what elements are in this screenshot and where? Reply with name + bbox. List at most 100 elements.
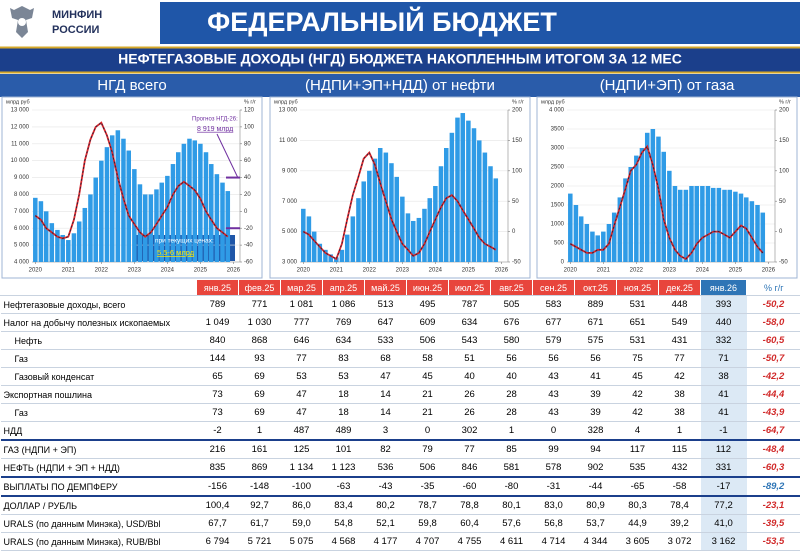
cell: 77	[658, 349, 701, 368]
annotation: 8 919 млрд	[197, 126, 233, 133]
table-row: НЕФТЬ (НДПИ + ЭП + НДД) 835 869 1 134 1 123 5…	[0, 458, 800, 478]
cell: 47	[280, 385, 323, 404]
cell: -89,2	[746, 477, 800, 497]
bar	[644, 132, 650, 262]
bar	[590, 231, 595, 262]
cell: 77	[448, 440, 491, 459]
y2-tick-label: 60	[244, 158, 251, 164]
cell: 100,4	[196, 496, 239, 515]
bar	[460, 113, 466, 262]
bar	[137, 184, 143, 262]
y-tick-label: 5 000	[282, 229, 298, 235]
y2-tick-label: 120	[244, 108, 255, 114]
cell: 77,2	[700, 496, 747, 515]
cell: -23,1	[746, 496, 800, 515]
cell: 533	[364, 331, 407, 350]
y-tick-label: 2000	[551, 184, 565, 190]
cell: 82	[364, 440, 407, 459]
bar	[317, 243, 323, 262]
bar	[33, 197, 38, 262]
y-tick-label: 1500	[551, 203, 565, 209]
cell: 846	[448, 458, 491, 478]
cell: 332	[700, 331, 747, 350]
bar	[683, 189, 689, 262]
bar	[339, 249, 345, 262]
bar	[154, 189, 159, 262]
bar	[367, 170, 372, 262]
x-tick-label: 2025	[729, 268, 743, 274]
cell: 14	[364, 403, 407, 422]
row-label: ВЫПЛАТЫ ПО ДЕМПФЕРУ	[0, 477, 197, 497]
cell: 646	[280, 331, 323, 350]
y2-tick-label: 150	[512, 138, 523, 144]
bar	[372, 158, 378, 262]
cell: -50,7	[746, 349, 800, 368]
cell: 513	[364, 295, 407, 314]
y2-tick-label: 40	[244, 175, 251, 181]
cell: 495	[406, 295, 449, 314]
cell: 769	[322, 313, 365, 332]
bar	[60, 234, 65, 262]
y2-tick-label: 50	[512, 199, 519, 205]
bar	[142, 194, 148, 262]
bar	[109, 135, 115, 262]
cell: 53	[322, 367, 365, 386]
bar	[738, 193, 744, 262]
cell: 3 605	[616, 532, 659, 551]
cell: 71	[700, 349, 747, 368]
cell: 3 072	[658, 532, 701, 551]
y-tick-label: 2500	[551, 165, 565, 171]
cell: 489	[322, 421, 365, 441]
y-tick-label: 4 000	[549, 108, 565, 114]
row-label: URALS (по данным Минэка), RUB/Bbl	[0, 532, 197, 551]
x-tick-label: 2026	[495, 268, 509, 274]
cell: 144	[196, 349, 239, 368]
x-tick-label: 2020	[29, 268, 43, 274]
cell: 43	[532, 367, 575, 386]
cell: 53,7	[574, 514, 617, 533]
x-tick-label: 2022	[363, 268, 377, 274]
bar	[344, 234, 350, 262]
bar	[493, 178, 499, 262]
y-tick-label: 4 000	[14, 260, 30, 266]
bar	[733, 191, 738, 262]
table-row: URALS (по данным Минэка), USD/Bbl 67,7 61,…	[0, 514, 800, 533]
bar	[49, 223, 55, 262]
cell: 43	[532, 385, 575, 404]
table-row: Налог на добычу полезных ископаемых 1 049…	[0, 313, 800, 332]
cell: 575	[574, 331, 617, 350]
y-axis-label: млрд руб	[6, 99, 30, 105]
y-tick-label: 3 000	[282, 260, 298, 266]
cell: 80,1	[490, 496, 533, 515]
cell: -35	[406, 477, 449, 497]
cell: 38	[658, 403, 701, 422]
cell: -156	[196, 477, 239, 497]
chart-title: (НДПИ+ЭП+НДД) от нефти	[305, 77, 495, 94]
y2-tick-label: 20	[244, 192, 251, 198]
cell: 80,2	[364, 496, 407, 515]
bar	[438, 166, 444, 262]
cell: -80	[490, 477, 533, 497]
line	[569, 144, 764, 261]
cell: 1	[490, 421, 533, 441]
cell: 440	[700, 313, 747, 332]
cell: 80,9	[574, 496, 617, 515]
bar	[198, 143, 203, 262]
x-tick-label: 2026	[762, 268, 776, 274]
bar	[176, 152, 181, 262]
row-label: НДД	[0, 421, 197, 441]
table-row: ДОЛЛАР / РУБЛЬ 100,4 92,7 86,0 83,4 80,2 78,7 7…	[0, 496, 800, 515]
cell: 41	[700, 403, 747, 422]
cell: 40	[448, 367, 491, 386]
y-tick-label: 9 000	[14, 175, 30, 181]
table-row: URALS (по данным Минэка), RUB/Bbl 6 794 5 …	[0, 532, 800, 551]
chart-title: (НДПИ+ЭП) от газа	[600, 77, 735, 94]
cell: 38	[700, 367, 747, 386]
x-tick-label: 2023	[396, 268, 410, 274]
x-tick-label: 2023	[663, 268, 677, 274]
y-tick-label: 5 000	[14, 243, 30, 249]
cell: 634	[448, 313, 491, 332]
logo-text: РОССИИ	[52, 24, 100, 36]
bar	[311, 231, 317, 262]
row-label: Налог на добычу полезных ископаемых	[0, 313, 197, 332]
